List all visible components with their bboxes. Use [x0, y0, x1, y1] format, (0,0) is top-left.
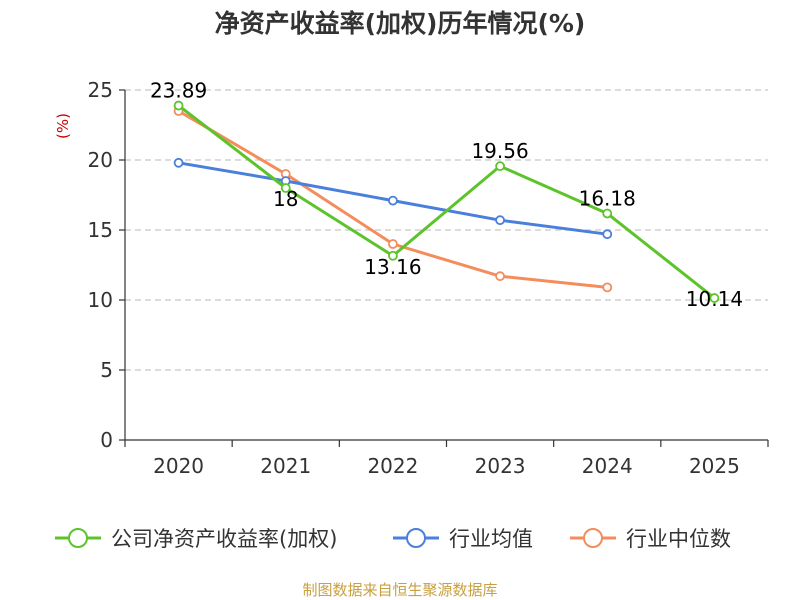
legend-marker — [68, 528, 88, 548]
data-label: 10.14 — [686, 287, 743, 311]
legend-marker — [406, 528, 426, 548]
y-tick-label: 0 — [100, 428, 113, 452]
legend-item[interactable]: 行业中位数 — [570, 527, 731, 551]
data-point[interactable] — [602, 229, 613, 240]
data-point[interactable] — [173, 100, 184, 111]
x-tick-label: 2021 — [260, 454, 311, 478]
legend-item[interactable]: 公司净资产收益率(加权) — [55, 527, 337, 551]
data-point[interactable] — [388, 250, 398, 261]
data-label: 18 — [273, 187, 298, 211]
chart-title: 净资产收益率(加权)历年情况(%) — [215, 9, 586, 38]
data-point[interactable] — [709, 293, 720, 303]
data-label: 19.56 — [471, 139, 528, 163]
y-tick-label: 5 — [100, 358, 113, 382]
data-point[interactable] — [388, 239, 398, 249]
series-1 — [173, 157, 613, 240]
legend-label: 行业均值 — [449, 527, 533, 551]
data-point[interactable] — [602, 208, 613, 219]
x-tick-label: 2024 — [582, 454, 633, 478]
data-label: 16.18 — [579, 186, 636, 210]
legend-label: 行业中位数 — [626, 527, 731, 551]
y-axis-label: (%) — [54, 113, 72, 139]
x-tick-label: 2022 — [367, 454, 418, 478]
data-point[interactable] — [388, 195, 398, 206]
footer-source: 制图数据来自恒生聚源数据库 — [302, 581, 497, 599]
data-label: 13.16 — [364, 255, 421, 279]
legend-marker — [583, 528, 603, 548]
legend[interactable]: 公司净资产收益率(加权) 行业均值 行业中位数 — [55, 527, 731, 551]
y-tick-label: 10 — [88, 288, 113, 312]
x-tick-label: 2020 — [153, 454, 204, 478]
y-tick-label: 20 — [88, 148, 113, 172]
x-tick-label: 2025 — [689, 454, 740, 478]
data-point[interactable] — [602, 282, 613, 293]
y-tick-label: 15 — [88, 218, 113, 242]
data-point[interactable] — [280, 183, 291, 193]
series-0 — [173, 100, 720, 303]
data-label: 23.89 — [150, 79, 207, 103]
y-tick-label: 25 — [88, 78, 113, 102]
x-tick-label: 2023 — [475, 454, 526, 478]
data-point[interactable] — [173, 157, 184, 168]
grid — [125, 89, 768, 371]
data-point[interactable] — [495, 271, 505, 282]
legend-label: 公司净资产收益率(加权) — [111, 527, 337, 551]
series-line — [177, 104, 716, 300]
legend-item[interactable]: 行业均值 — [393, 527, 533, 551]
series-layer — [173, 100, 720, 303]
data-point[interactable] — [495, 215, 505, 226]
data-point[interactable] — [495, 161, 505, 172]
data-labels: 23.89 18 13.16 19.56 16.18 10.14 — [150, 79, 743, 312]
